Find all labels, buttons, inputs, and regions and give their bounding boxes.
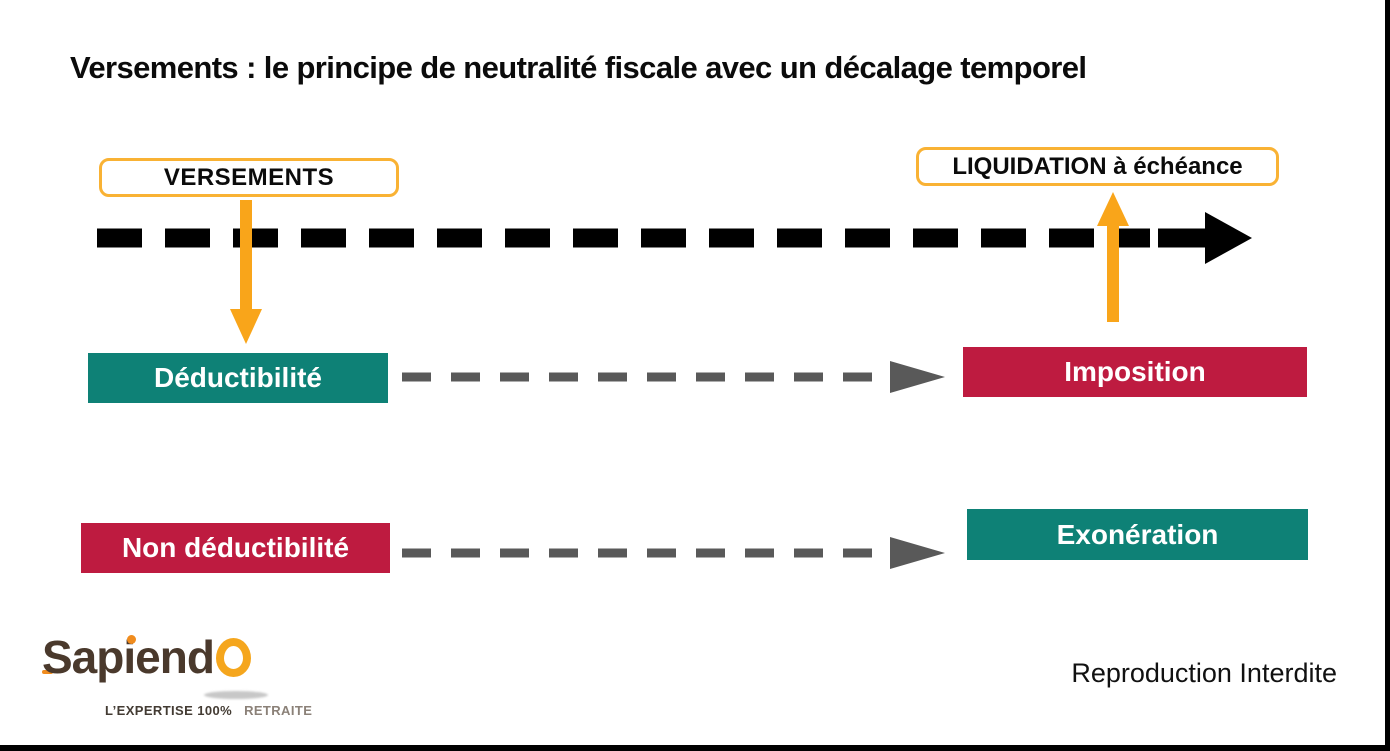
imposition-box: Imposition [963,347,1307,397]
exoneration-label: Exonération [1056,518,1219,550]
deductibilite-box: Déductibilité [88,353,388,403]
liquidation-label-box: LIQUIDATION à échéance [916,147,1279,186]
timeline-arrowhead-icon [1205,212,1252,264]
frame-right-edge [1385,0,1390,751]
liquidation-up-arrowhead-icon [1097,192,1129,226]
slide-title: Versements : le principe de neutralité f… [70,50,1087,85]
imposition-label: Imposition [1064,356,1206,387]
flow2-arrowhead-icon [890,537,945,569]
logo-shadow-icon [204,691,268,699]
liquidation-label: LIQUIDATION à échéance [952,152,1243,180]
logo-tagline: L’EXPERTISE 100% RETRAITE [105,703,312,718]
non-deductibilite-box: Non déductibilité [81,523,390,573]
flow1-arrowhead-icon [890,361,945,393]
versements-label: VERSEMENTS [163,163,335,191]
versements-down-arrowhead-icon [230,309,262,344]
logo-wordmark: Sapiend [42,634,251,680]
non-deductibilite-label: Non déductibilité [121,532,350,563]
versements-label-box: VERSEMENTS [99,158,399,197]
frame-bottom-edge [0,745,1390,751]
exoneration-box: Exonération [967,509,1308,560]
logo-i-dot-icon [127,635,136,644]
tagline-retraite: RETRAITE [244,703,313,718]
deductibilite-label: Déductibilité [153,362,322,393]
reproduction-notice: Reproduction Interdite [1071,658,1337,688]
tagline-expertise: L’EXPERTISE 100% [105,703,233,718]
logo-accent-dash-icon [42,670,53,674]
sapiendo-logo: Sapiend L’EXPERTISE 100% RETRAITE [42,634,322,724]
logo-o-ring-icon [215,638,251,677]
